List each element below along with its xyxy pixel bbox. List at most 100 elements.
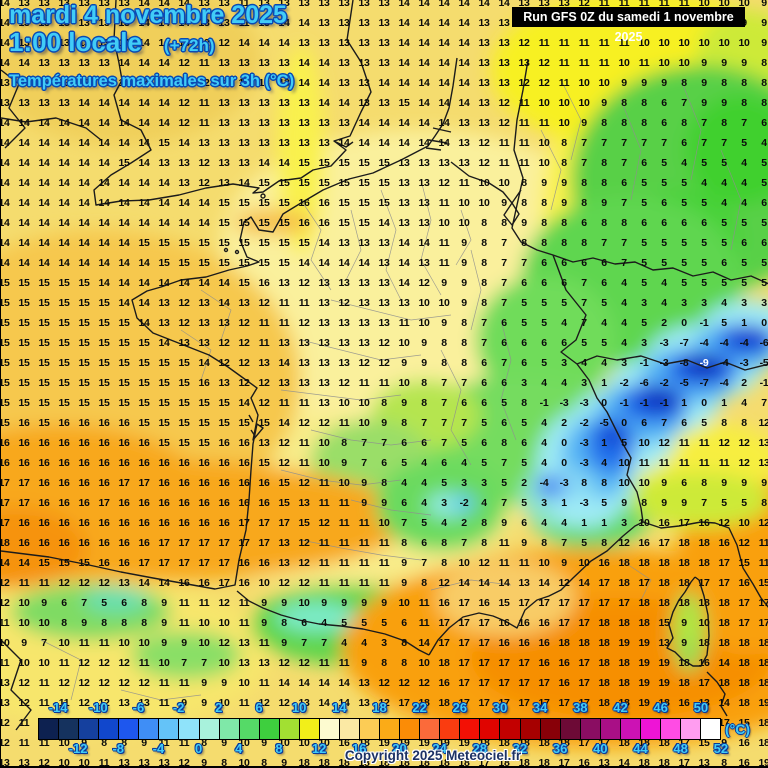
temp-value: 4 <box>721 197 727 209</box>
temp-value: 13 <box>318 17 330 29</box>
temp-value: 13 <box>658 637 670 649</box>
temp-value: 15 <box>238 237 250 249</box>
temp-value: 13 <box>378 257 390 269</box>
temp-value: 9 <box>281 757 287 768</box>
temp-value: 13 <box>258 17 270 29</box>
temp-value: 12 <box>358 357 370 369</box>
temp-value: 10 <box>718 37 730 49</box>
map-subtitle: Températures maximales sur 3h (°C) <box>9 72 295 90</box>
temp-value: 5 <box>701 417 707 429</box>
temp-value: 11 <box>18 717 30 729</box>
temp-value: 18 <box>758 737 768 749</box>
scale-swatch <box>199 719 219 739</box>
temp-value: 16 <box>718 537 730 549</box>
temp-value: 16 <box>538 657 550 669</box>
temp-value: 12 <box>118 657 130 669</box>
temp-value: 3 <box>521 377 527 389</box>
temp-value: 14 <box>198 357 210 369</box>
temp-value: 11 <box>518 97 530 109</box>
temp-value: 16 <box>18 517 30 529</box>
temp-value: 7 <box>501 357 507 369</box>
temp-value: 4 <box>621 317 627 329</box>
temp-value: 8 <box>741 417 747 429</box>
temp-value: 11 <box>578 57 590 69</box>
temp-value: 13 <box>98 0 110 9</box>
temp-value: 16 <box>38 517 50 529</box>
temp-value: 3 <box>441 497 447 509</box>
temp-value: 13 <box>378 277 390 289</box>
temp-value: 14 <box>58 217 70 229</box>
temp-value: 9 <box>221 677 227 689</box>
temp-value: 9 <box>261 597 267 609</box>
temp-value: 13 <box>318 0 330 9</box>
temp-value: 15 <box>138 417 150 429</box>
temp-value: 16 <box>578 757 590 768</box>
scale-swatch <box>600 719 620 739</box>
temp-value: 17 <box>598 737 610 749</box>
temp-value: 4 <box>661 297 667 309</box>
temp-value: 6 <box>581 217 587 229</box>
temp-value: 9 <box>441 317 447 329</box>
temp-value: 16 <box>1 437 10 449</box>
temp-value: 6 <box>661 197 667 209</box>
temp-value: 15 <box>78 337 90 349</box>
temp-value: 5 <box>661 237 667 249</box>
temp-value: 18 <box>638 737 650 749</box>
temp-value: 16 <box>198 577 210 589</box>
temp-value: 10 <box>558 117 570 129</box>
temp-value: 6 <box>401 497 407 509</box>
temp-value: 5 <box>541 317 547 329</box>
temp-value: 15 <box>58 557 70 569</box>
temp-value: 12 <box>218 357 230 369</box>
temp-value: 12 <box>538 77 550 89</box>
temp-value: 13 <box>298 497 310 509</box>
temp-value: 11 <box>98 637 110 649</box>
temp-value: 7 <box>661 417 667 429</box>
temp-value: 13 <box>198 137 210 149</box>
temp-value: 12 <box>278 577 290 589</box>
temp-value: 10 <box>58 637 70 649</box>
temp-value: 12 <box>718 517 730 529</box>
temp-value: 10 <box>458 197 470 209</box>
temp-value: 5 <box>541 357 547 369</box>
temp-value: 1 <box>741 317 747 329</box>
temp-value: 13 <box>98 17 110 29</box>
temp-value: 15 <box>138 337 150 349</box>
temp-value: 15 <box>298 237 310 249</box>
temp-value: 5 <box>701 277 707 289</box>
temp-value: 9 <box>401 397 407 409</box>
temp-value: 19 <box>758 697 768 709</box>
temp-value: 8 <box>481 277 487 289</box>
temp-value: 9 <box>381 597 387 609</box>
temp-value: 13 <box>118 697 130 709</box>
temp-value: 16 <box>118 457 130 469</box>
temp-value: 15 <box>238 197 250 209</box>
temp-value: 11 <box>338 557 350 569</box>
temp-value: 14 <box>78 237 90 249</box>
temp-value: 6 <box>481 397 487 409</box>
scale-swatch <box>139 719 159 739</box>
temp-value: 17 <box>178 557 190 569</box>
temp-value: 13 <box>378 17 390 29</box>
temp-value: 14 <box>378 137 390 149</box>
temp-value: 5 <box>721 237 727 249</box>
temp-value: 15 <box>358 177 370 189</box>
temp-value: 13 <box>358 697 370 709</box>
temp-value: 18 <box>678 577 690 589</box>
temp-value: 8 <box>341 437 347 449</box>
temp-value: 17 <box>178 537 190 549</box>
temp-value: 16 <box>198 457 210 469</box>
temp-value: 15 <box>278 177 290 189</box>
temp-value: 15 <box>118 397 130 409</box>
temp-value: 8 <box>681 117 687 129</box>
temp-value: 13 <box>18 37 30 49</box>
temp-value: 8 <box>521 237 527 249</box>
temp-value: 16 <box>138 517 150 529</box>
temp-value: 15 <box>278 237 290 249</box>
temp-value: 1 <box>681 397 687 409</box>
temp-value: 3 <box>701 297 707 309</box>
temp-value: 15 <box>318 177 330 189</box>
temp-value: 13 <box>278 137 290 149</box>
temp-value: 12 <box>138 677 150 689</box>
temp-value: 14 <box>418 57 430 69</box>
